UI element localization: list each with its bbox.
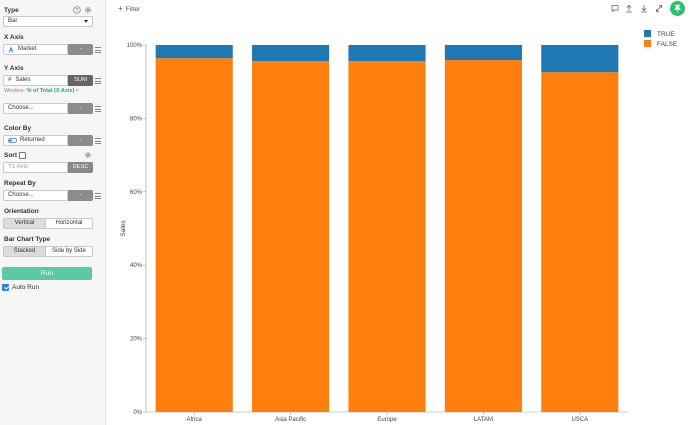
y-axis-field[interactable]: # Sales	[3, 75, 68, 86]
chart-area: 0% 20% 40% 60% 80% 100% Sales Africa Asia Pacifi…	[106, 20, 690, 425]
y-tick-label: 0%	[133, 410, 142, 416]
x-tick-label: Africa	[187, 417, 203, 423]
bar-segment-false	[252, 61, 330, 412]
pin-button[interactable]	[670, 1, 685, 16]
download-icon[interactable]	[640, 4, 648, 13]
y-axis-field-label: Sales	[15, 77, 31, 83]
repeat-by-value: Choose...	[8, 192, 34, 198]
sort-order-button[interactable]: DESC	[68, 162, 93, 173]
y-axis-section-title: Y Axis	[4, 65, 24, 72]
help-icon[interactable]: ?	[73, 6, 81, 14]
orientation-vertical-option[interactable]: Vertical	[3, 218, 46, 229]
x-tick-label: LATAM	[474, 417, 493, 423]
y-tick-label: 20%	[130, 337, 143, 343]
bar-segment-false	[444, 60, 522, 413]
legend-label: FALSE	[657, 41, 678, 48]
sort-field-label: Y1 Axis	[8, 164, 29, 170]
y-tick-label: 60%	[130, 190, 143, 196]
legend-swatch-true	[644, 30, 651, 37]
legend-swatch-false	[644, 40, 651, 47]
y-tick-label: 100%	[127, 43, 143, 49]
orientation-horizontal-option[interactable]: Horizontal	[46, 218, 93, 229]
type-section-title: Type	[4, 7, 19, 14]
auto-run-checkbox[interactable]	[2, 284, 9, 291]
sort-field[interactable]: Y1 Axis	[3, 162, 68, 173]
x-tick-label: Asia Pacific	[275, 417, 306, 423]
additional-y-axis-value: Choose...	[8, 105, 34, 111]
color-by-field[interactable]: Returned	[3, 135, 68, 146]
sort-checkbox[interactable]	[19, 152, 26, 159]
comment-icon[interactable]	[611, 4, 619, 13]
bar-segment-true	[348, 45, 426, 62]
bar-segment-false	[348, 61, 426, 412]
legend-label: TRUE	[657, 31, 675, 38]
orientation-section-title: Orientation	[4, 208, 39, 215]
svg-text:?: ?	[76, 8, 79, 14]
y-tick-label: 80%	[130, 116, 143, 122]
menu-icon[interactable]	[95, 138, 101, 144]
auto-run-label: Auto Run	[12, 284, 40, 291]
menu-icon[interactable]	[95, 106, 101, 112]
filter-label: Filter	[125, 6, 141, 13]
window-value[interactable]: % of Total (X Axis)	[26, 88, 75, 94]
sort-settings-gear-icon[interactable]	[84, 151, 92, 159]
repeat-by-select[interactable]: Choose...	[3, 190, 68, 201]
settings-gear-icon[interactable]	[84, 6, 92, 14]
menu-icon[interactable]	[95, 193, 101, 199]
bar-segment-true	[541, 45, 619, 73]
pin-icon	[674, 4, 681, 13]
plus-icon: +	[118, 4, 123, 13]
upload-icon[interactable]	[625, 4, 633, 13]
x-tick-label: Europe	[377, 417, 397, 423]
aggregation-select[interactable]: SUM	[68, 75, 93, 86]
y-tick-label: 40%	[130, 263, 143, 269]
sort-section-title: Sort	[4, 152, 17, 159]
color-by-dropdown-button[interactable]: -	[68, 135, 93, 146]
chart-config-panel: Type ? Bar X Axis Market - Y Axis # Sale…	[0, 0, 106, 425]
x-axis-dropdown-button[interactable]: -	[68, 44, 93, 55]
menu-icon[interactable]	[95, 78, 101, 84]
y-axis-title: Sales	[120, 220, 127, 237]
additional-y-axis-select[interactable]: Choose...	[3, 103, 68, 114]
bar-segment-true	[155, 45, 233, 59]
chevron-down-icon	[84, 20, 88, 23]
color-by-field-label: Returned	[20, 137, 45, 143]
bar-chart-type-section-title: Bar Chart Type	[4, 236, 51, 243]
additional-y-axis-dropdown-button[interactable]: -	[68, 103, 93, 114]
remove-window-icon[interactable]: ×	[75, 88, 80, 94]
bar-segment-true	[252, 45, 330, 62]
x-tick-label: USCA	[571, 417, 588, 423]
numeric-type-icon: #	[8, 77, 12, 83]
chart-type-value: Bar	[8, 18, 18, 24]
bar-segment-false	[155, 58, 233, 412]
x-axis-section-title: X Axis	[4, 34, 24, 41]
run-button[interactable]: Run	[2, 267, 92, 280]
expand-icon[interactable]	[655, 4, 663, 13]
toggle-type-icon	[8, 138, 17, 143]
bar-segment-false	[541, 72, 619, 412]
text-type-icon	[8, 46, 14, 53]
x-axis-field-label: Market	[18, 46, 37, 52]
bar-type-side-by-side-option[interactable]: Side by Side	[46, 246, 93, 257]
bar-segment-true	[444, 45, 522, 61]
color-by-section-title: Color By	[4, 125, 32, 132]
bar-type-stacked-option[interactable]: Stacked	[3, 246, 46, 257]
repeat-by-dropdown-button[interactable]: -	[68, 190, 93, 201]
chart-type-select[interactable]: Bar	[3, 16, 93, 27]
repeat-by-section-title: Repeat By	[4, 180, 36, 187]
menu-icon[interactable]	[95, 47, 101, 53]
filter-button[interactable]: + Filter	[118, 4, 140, 13]
stacked-bar-chart: 0% 20% 40% 60% 80% 100% Sales Africa Asia Pacifi…	[120, 30, 678, 423]
window-label: Window:	[4, 88, 26, 94]
x-axis-field[interactable]: Market	[3, 44, 68, 55]
window-calculation: Window: % of Total (X Axis) ×	[4, 88, 79, 94]
